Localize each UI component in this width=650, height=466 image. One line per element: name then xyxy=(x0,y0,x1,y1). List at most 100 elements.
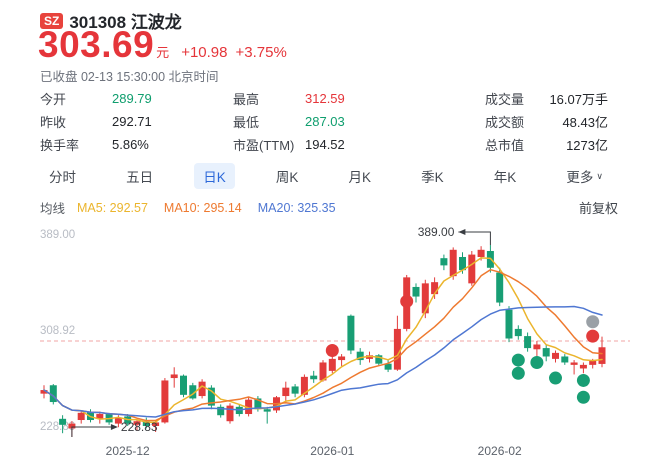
candle-body xyxy=(552,352,559,359)
x-axis-month-label: 2026-01 xyxy=(310,444,354,458)
stat-label: 市盈(TTM) xyxy=(233,138,295,153)
candle-body xyxy=(393,328,401,370)
stat-label: 最低 xyxy=(233,115,260,130)
candle-body xyxy=(477,249,485,257)
x-axis-month-label: 2026-02 xyxy=(478,444,522,458)
candle-body xyxy=(598,347,606,364)
candle-body xyxy=(356,351,364,361)
candle-body xyxy=(114,417,122,424)
candle-body xyxy=(366,355,373,359)
ma5-line xyxy=(43,257,603,423)
ma10-line xyxy=(43,268,603,422)
stat-value: 1273亿 xyxy=(566,138,608,153)
candlestick-chart[interactable]: 389.00 308.92 228.83 2025-12 2026-01 2026-02 3… xyxy=(0,220,650,466)
tab-label: 更多 xyxy=(566,170,594,185)
tab-label: 月K xyxy=(348,170,371,185)
event-dot-green xyxy=(576,373,590,387)
ma20-line xyxy=(43,305,603,418)
tab-月K[interactable]: 月K xyxy=(339,163,380,189)
stock-title-row: SZ 301308 江波龙 xyxy=(40,8,182,33)
ma-legend-items: MA5: 292.57 MA10: 295.14 MA20: 325.35 xyxy=(77,201,352,215)
candle-body xyxy=(579,364,587,369)
stat-row: 最低 287.03 xyxy=(233,110,485,133)
candle-body xyxy=(96,414,104,419)
high-annotation-arrow xyxy=(458,229,466,235)
adjust-mode-button[interactable]: 前复权 xyxy=(578,201,618,216)
candle-body xyxy=(49,385,57,403)
candle-body xyxy=(161,380,169,423)
y-axis-tick-label: 228.83 xyxy=(40,421,75,433)
event-dot-green xyxy=(549,371,562,385)
stat-value: 194.52 xyxy=(305,137,345,152)
candle-body xyxy=(189,385,197,399)
candle-body xyxy=(170,374,178,379)
period-tabs: 分时 五日 日K 周K 月K 季K 年K 更多 ∨ xyxy=(40,162,612,190)
tab-分时[interactable]: 分时 xyxy=(40,163,85,189)
tab-季K[interactable]: 季K xyxy=(412,163,453,189)
stat-row: 成交额 48.43亿 xyxy=(485,110,608,133)
tab-更多[interactable]: 更多 ∨ xyxy=(557,163,612,189)
stat-row: 成交量 16.07万手 xyxy=(485,87,608,110)
tab-label: 年K xyxy=(493,170,517,185)
price-row: 303.69 元 +10.98 +3.75% xyxy=(38,24,287,66)
y-axis-tick-label: 308.92 xyxy=(40,325,75,337)
high-annotation-label: 389.00 xyxy=(418,225,455,239)
candle-body xyxy=(254,398,262,410)
event-dot-green xyxy=(511,366,525,380)
stat-row: 今开 289.79 xyxy=(40,87,233,110)
candle-body xyxy=(468,254,476,284)
candle-body xyxy=(291,386,299,394)
tab-周K[interactable]: 周K xyxy=(267,163,308,189)
low-annotation-arrow xyxy=(110,424,118,430)
stat-label: 总市值 xyxy=(485,138,525,153)
tab-label: 季K xyxy=(421,170,444,185)
price-change-percent: +3.75% xyxy=(235,44,287,61)
tab-年K[interactable]: 年K xyxy=(485,163,526,189)
event-dot-green xyxy=(530,355,544,369)
candle-body xyxy=(440,258,448,266)
candle-body xyxy=(570,362,578,365)
tab-日K[interactable]: 日K xyxy=(194,163,235,189)
exchange-badge: SZ xyxy=(40,12,64,29)
stock-title: 301308 江波龙 xyxy=(69,8,181,33)
candle-body xyxy=(300,376,308,395)
stat-value: 287.03 xyxy=(305,114,345,129)
chevron-down-icon: ∨ xyxy=(596,170,603,181)
event-dot-red xyxy=(586,329,600,343)
candle-body xyxy=(459,256,466,271)
stat-value: 312.59 xyxy=(305,91,345,106)
candle-body xyxy=(412,286,420,297)
candle-body xyxy=(589,360,597,365)
current-price: 303.69 xyxy=(38,24,155,65)
candle-body xyxy=(68,423,76,429)
stat-label: 今开 xyxy=(40,92,67,107)
candle-body xyxy=(338,356,346,361)
stat-value: 289.79 xyxy=(112,91,152,106)
candle-body xyxy=(328,358,336,371)
low-annotation-label: 228.83 xyxy=(121,420,158,434)
stat-label: 昨收 xyxy=(40,115,67,130)
stock-name: 江波龙 xyxy=(130,13,182,32)
ma-legend-title: 均线 xyxy=(40,202,66,216)
stat-label: 换手率 xyxy=(40,138,80,153)
ma-legend-item: MA10: 295.14 xyxy=(163,200,242,215)
stat-label: 最高 xyxy=(233,92,260,107)
candle-body xyxy=(198,381,206,397)
tab-label: 分时 xyxy=(49,170,76,185)
candle-body xyxy=(133,421,141,425)
stats-grid: 今开 289.79 昨收 292.71 换手率 5.86% 最高 312.59 最低 287.03… xyxy=(40,87,608,156)
candle-body xyxy=(431,282,439,295)
market-status-line: 已收盘 02-13 15:30:00 北京时间 xyxy=(40,70,219,84)
candle-body xyxy=(561,356,569,363)
event-dot-green xyxy=(511,353,525,367)
y-axis-tick-label: 389.00 xyxy=(40,229,75,241)
x-axis-month-label: 2025-12 xyxy=(106,444,150,458)
event-dot-green xyxy=(576,390,590,404)
stat-value: 48.43亿 xyxy=(562,115,608,130)
tab-五日[interactable]: 五日 xyxy=(117,163,162,189)
stat-label: 成交额 xyxy=(485,115,525,130)
stats-column-1: 今开 289.79 昨收 292.71 换手率 5.86% xyxy=(40,87,233,156)
candle-body xyxy=(514,328,522,337)
ma-legend-item: MA20: 325.35 xyxy=(257,200,336,215)
price-unit: 元 xyxy=(156,45,170,60)
